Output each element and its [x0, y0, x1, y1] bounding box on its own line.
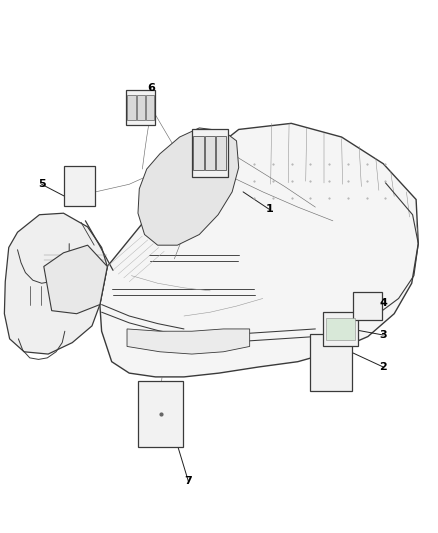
- Text: 1: 1: [265, 204, 273, 214]
- FancyBboxPatch shape: [323, 312, 358, 346]
- Polygon shape: [44, 245, 107, 314]
- Text: 7: 7: [184, 476, 192, 486]
- Polygon shape: [100, 123, 418, 377]
- FancyBboxPatch shape: [353, 293, 382, 320]
- FancyBboxPatch shape: [216, 136, 226, 170]
- Text: 5: 5: [38, 179, 46, 189]
- FancyBboxPatch shape: [138, 382, 183, 447]
- Text: 2: 2: [379, 362, 387, 372]
- FancyBboxPatch shape: [205, 136, 215, 170]
- Text: 4: 4: [379, 298, 387, 308]
- FancyBboxPatch shape: [127, 95, 136, 119]
- FancyBboxPatch shape: [310, 334, 352, 391]
- Polygon shape: [4, 213, 107, 354]
- Polygon shape: [127, 329, 250, 354]
- FancyBboxPatch shape: [326, 318, 355, 341]
- FancyBboxPatch shape: [64, 166, 95, 206]
- FancyBboxPatch shape: [192, 130, 228, 176]
- Polygon shape: [138, 128, 239, 245]
- Text: 3: 3: [379, 330, 387, 340]
- FancyBboxPatch shape: [193, 136, 204, 170]
- FancyBboxPatch shape: [137, 95, 145, 119]
- FancyBboxPatch shape: [145, 95, 154, 119]
- Text: 6: 6: [147, 83, 155, 93]
- FancyBboxPatch shape: [126, 90, 155, 125]
